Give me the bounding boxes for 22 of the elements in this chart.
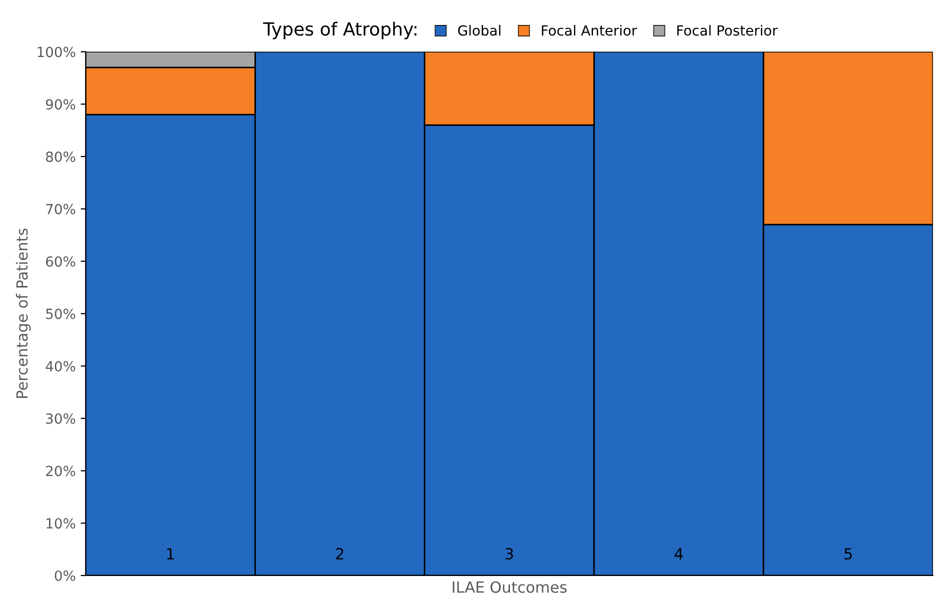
x-tick-label: 1 <box>167 548 174 560</box>
x-tick-label: 4 <box>674 548 683 560</box>
legend-label: Global <box>458 24 500 36</box>
y-tick-label: 0% <box>54 570 76 581</box>
legend-label: Focal Posterior <box>677 24 778 36</box>
x-tick-label: 2 <box>336 548 344 560</box>
legend-label: Focal Anterior <box>542 24 638 36</box>
y-tick-label: 60% <box>46 256 76 267</box>
x-axis-title: ILAE Outcomes <box>452 581 567 593</box>
y-tick-label: 50% <box>46 308 76 320</box>
x-tick-label: 5 <box>844 548 852 560</box>
x-tick-label: 3 <box>506 548 513 560</box>
legend-title: Types of Atrophy: <box>263 22 416 40</box>
y-tick-label: 20% <box>46 466 76 476</box>
y-tick-label: 80% <box>46 151 76 162</box>
y-tick-label: 30% <box>46 413 76 424</box>
y-axis-title: Percentage of Patients <box>16 228 31 398</box>
y-tick-label: 70% <box>46 204 76 214</box>
y-tick-label: 100% <box>38 46 76 58</box>
y-tick-label: 10% <box>46 518 76 529</box>
y-tick-label: 40% <box>46 360 76 372</box>
y-tick-label: 90% <box>46 99 76 110</box>
